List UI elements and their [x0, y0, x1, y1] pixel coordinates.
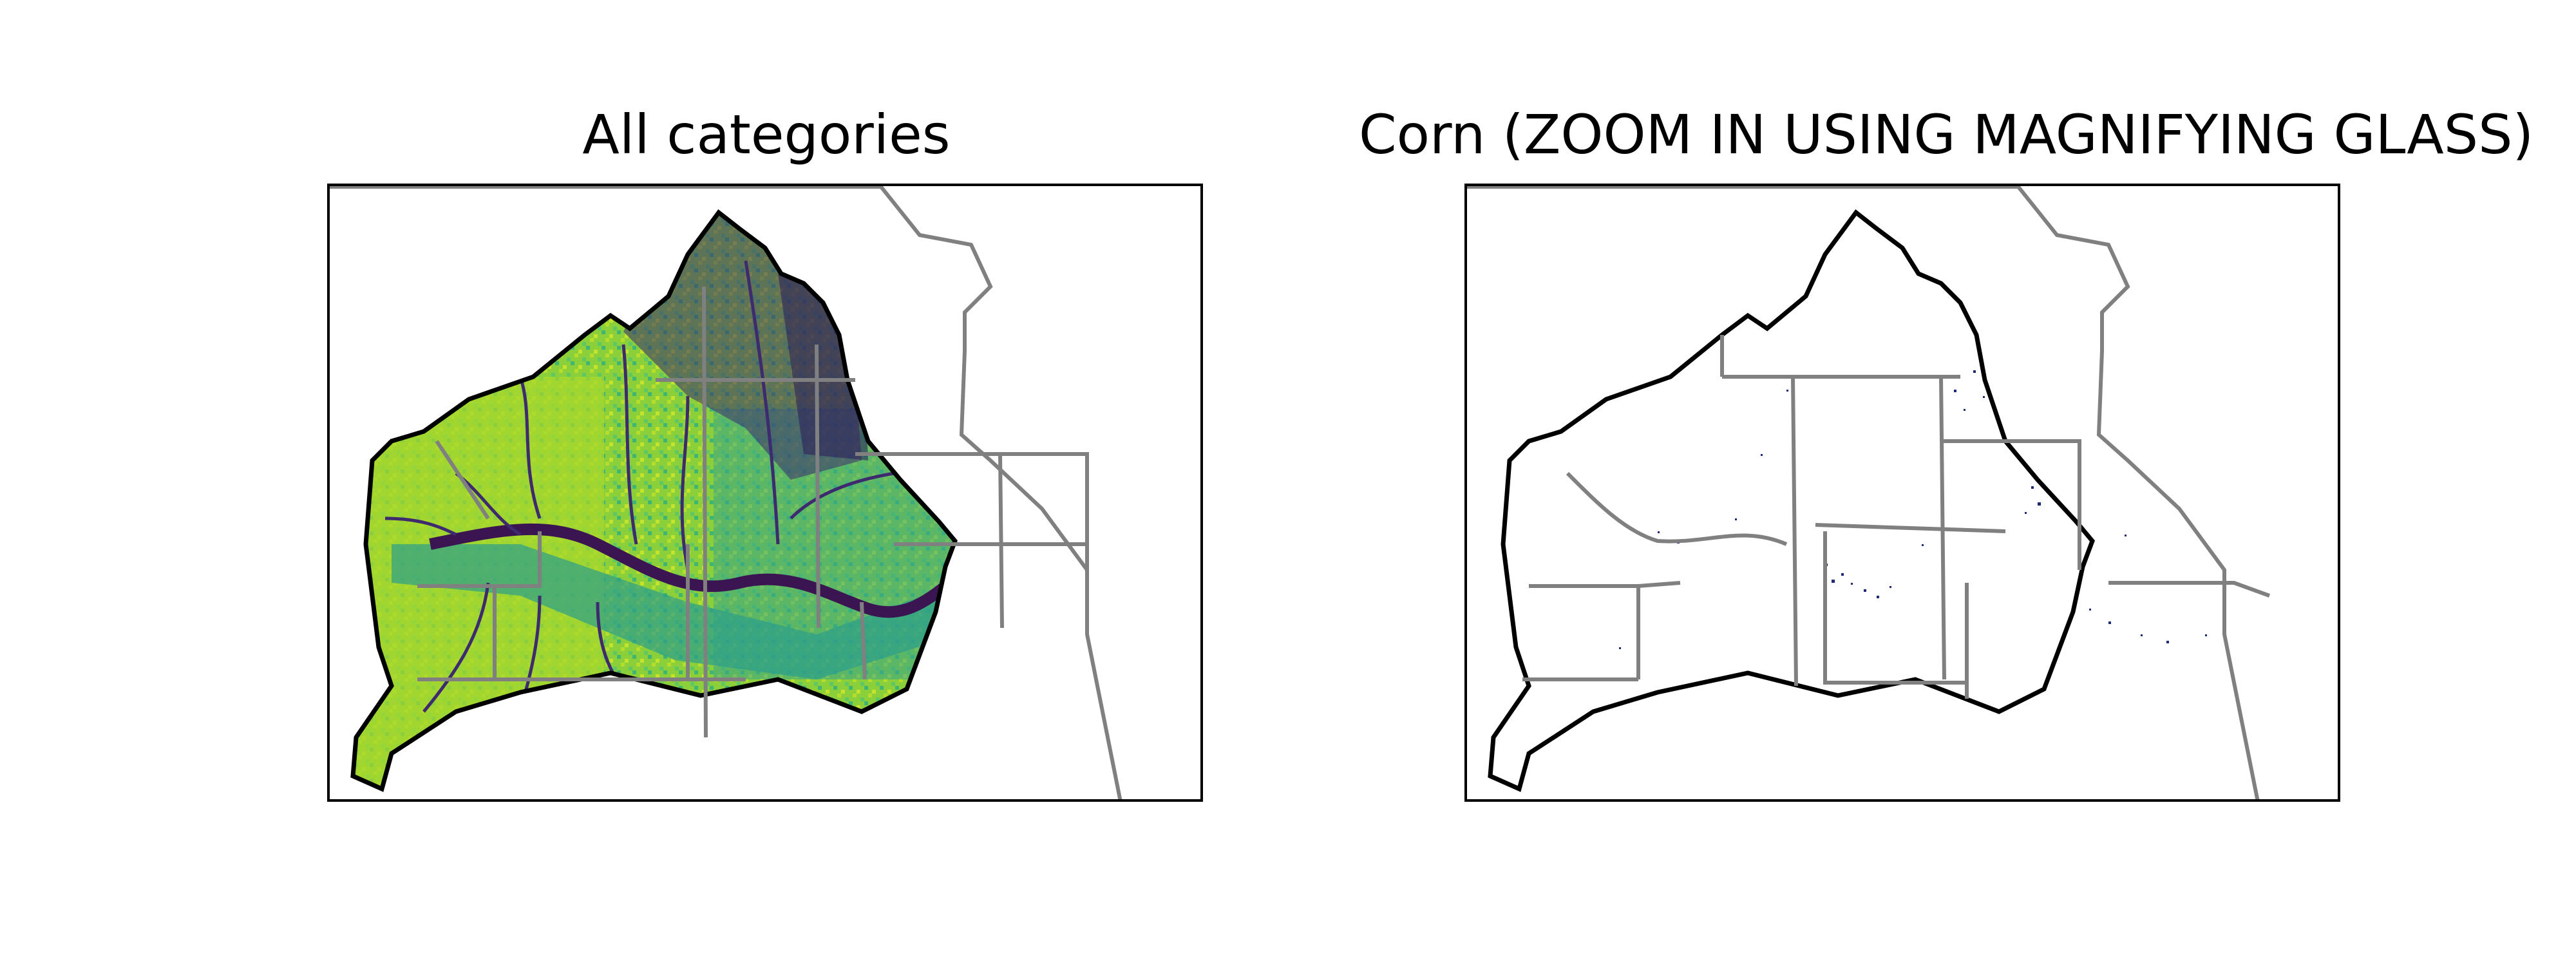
state-county-lines: [1464, 185, 2271, 802]
map-corn-svg: [1464, 184, 2340, 802]
map-frame: [327, 184, 1203, 802]
map-corn: [1464, 184, 2340, 802]
panel-title-corn: Corn (ZOOM IN USING MAGNIFYING GLASS): [1359, 103, 2534, 166]
map-all-categories-svg: [327, 184, 1203, 802]
basin-boundary: [1488, 209, 2095, 792]
basin-boundary: [350, 209, 958, 792]
corn-pixels: [1619, 370, 2207, 649]
panel-title-all-categories: All categories: [582, 103, 951, 166]
map-frame: [1464, 184, 2340, 802]
state-county-lines: [327, 185, 1123, 802]
map-all-categories: [327, 184, 1203, 802]
